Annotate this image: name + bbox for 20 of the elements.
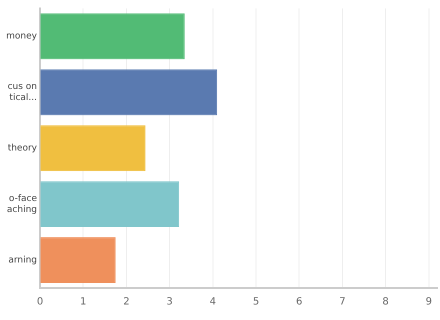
x-tick-label: 6 [296, 296, 302, 308]
bar [40, 237, 116, 283]
x-tick-label: 8 [382, 296, 389, 308]
x-tick-label: 2 [123, 296, 130, 308]
bar [40, 125, 146, 172]
y-tick-label: arning [8, 255, 37, 266]
y-tick-label: o-face aching [6, 194, 38, 215]
x-tick-label: 5 [252, 296, 260, 308]
x-tick-label: 4 [210, 296, 216, 308]
bar [40, 181, 180, 228]
x-tick-label: 1 [80, 296, 86, 308]
x-tick-label: 7 [339, 296, 346, 308]
x-tick-label: 9 [426, 296, 432, 308]
y-tick-label: theory [8, 144, 38, 154]
y-tick-label: cus on tical... [8, 82, 37, 104]
x-tick-label: 0 [36, 296, 44, 308]
bar [40, 69, 218, 116]
y-tick-label: money [6, 32, 38, 42]
bar [40, 13, 185, 60]
x-tick-label: 3 [166, 296, 173, 308]
